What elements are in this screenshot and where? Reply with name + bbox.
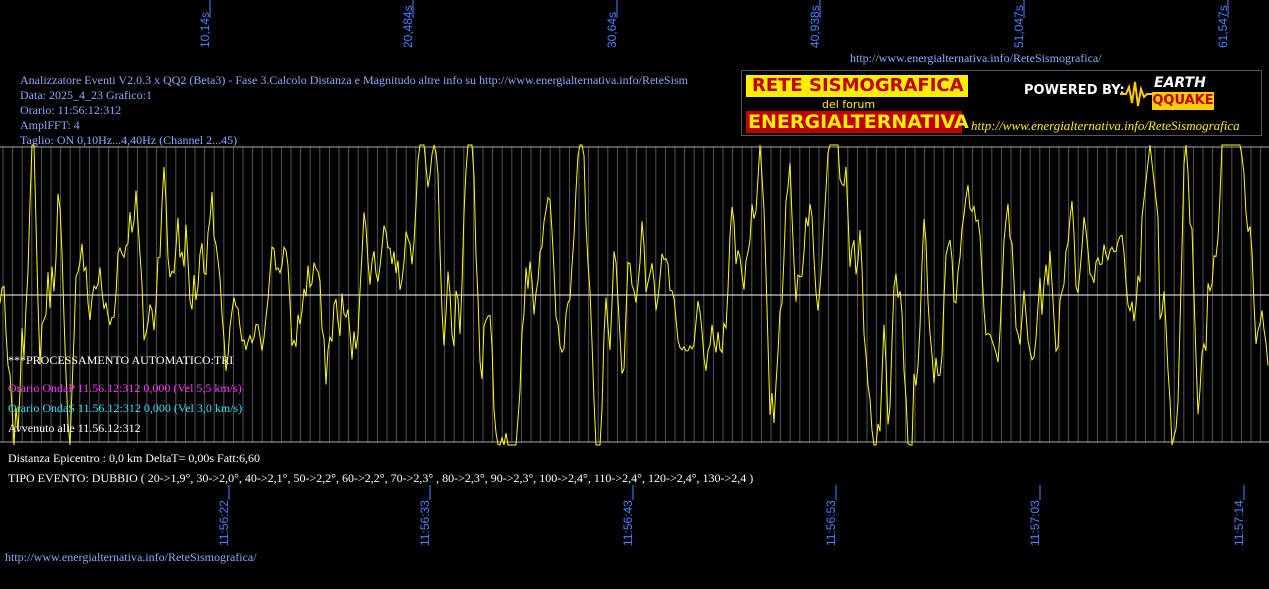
avvenuto-label: Avvenuto alle 11.56.12:312 bbox=[8, 421, 141, 435]
logo-line-2: del forum bbox=[822, 98, 876, 111]
info-line-filter: Taglio: ON 0,10Hz...4,40Hz (Channel 2...… bbox=[20, 133, 238, 147]
logo-line-1: RETE SISMOGRAFICA bbox=[746, 75, 968, 97]
top-tick-label: 40,938s bbox=[808, 5, 822, 48]
top-tick-label: 61,547s bbox=[1216, 5, 1230, 48]
top-url[interactable]: http://www.energialternativa.info/ReteSi… bbox=[850, 51, 1102, 65]
top-tick-label: 20,484s bbox=[401, 5, 415, 48]
logo-powered-by: POWERED BY: bbox=[1024, 83, 1125, 98]
bottom-tick-label: 11:56:53 bbox=[824, 500, 838, 546]
top-tick-label: 10,14s bbox=[198, 12, 212, 48]
onda-p-label: Orario OndaP 11.56.12:312 0,000 (Vel 5,5… bbox=[8, 381, 242, 395]
processing-label: ***PROCESSAMENTO AUTOMATICO:TRI bbox=[8, 353, 234, 367]
info-line-date: Data: 2025_4_23 Grafico:1 bbox=[20, 88, 152, 102]
logo-line-3: ENERGIALTERNATIVA bbox=[746, 111, 969, 133]
bottom-tick-label: 11:56:33 bbox=[418, 500, 432, 546]
seismic-wave-icon bbox=[1120, 81, 1154, 107]
logo-brand-1: EARTH bbox=[1154, 75, 1206, 91]
top-tick-label: 51,047s bbox=[1012, 5, 1026, 48]
distanza-label: Distanza Epicentro : 0,0 km DeltaT= 0,00… bbox=[8, 451, 261, 465]
top-tick-labels: 10,14s 20,484s 30,64s 40,938s 51,047s 61,547s bbox=[198, 0, 1230, 48]
bottom-tick-label: 11:56:22 bbox=[217, 500, 231, 546]
info-line-time: Orario: 11:56:12:312 bbox=[20, 103, 122, 117]
logo-brand-2: QQUAKE bbox=[1152, 92, 1214, 110]
top-tick-label: 30,64s bbox=[605, 12, 619, 48]
onda-s-label: Orario OndaS 11.56.12:312 0,000 (Vel 3,0… bbox=[8, 401, 243, 415]
rete-sismografica-logo: RETE SISMOGRAFICA del forum ENERGIALTERN… bbox=[741, 70, 1262, 136]
tipo-evento-label: TIPO EVENTO: DUBBIO ( 20->1,9°, 30->2,0°… bbox=[8, 471, 754, 485]
bottom-tick-labels: 11:56:22 11:56:33 11:56:43 11:56:53 11:57:03… bbox=[217, 485, 1246, 546]
logo-url[interactable]: http://www.energialternativa.info/ReteSi… bbox=[971, 118, 1240, 133]
footer-url[interactable]: http://www.energialternativa.info/ReteSi… bbox=[5, 550, 257, 564]
bottom-tick-label: 11:56:43 bbox=[621, 500, 635, 546]
bottom-tick-label: 11:57:14 bbox=[1232, 500, 1246, 546]
seismic-trace bbox=[0, 144, 1269, 446]
bottom-tick-label: 11:57:03 bbox=[1028, 500, 1042, 546]
info-line-title: Analizzatore Eventi V2.0.3 x QQ2 (Beta3)… bbox=[20, 73, 688, 87]
info-line-ampl: AmplFFT: 4 bbox=[20, 118, 80, 132]
